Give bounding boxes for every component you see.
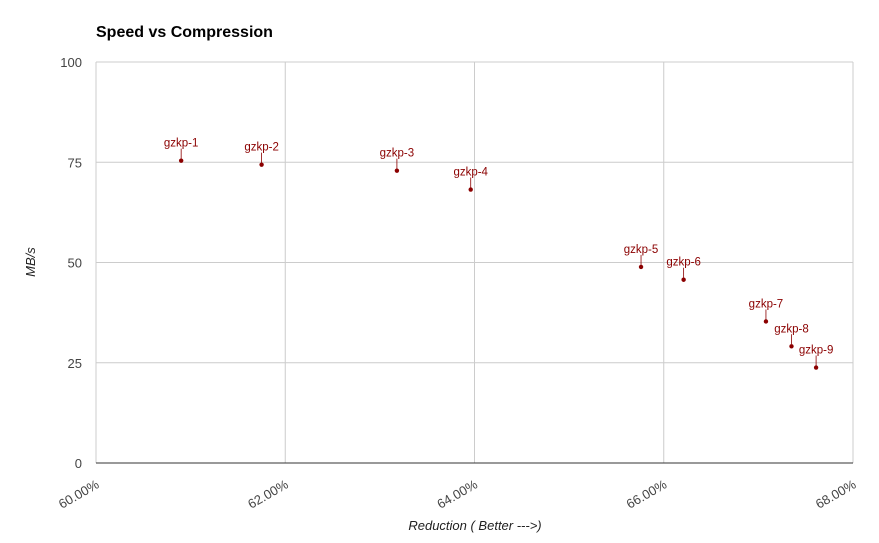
grid — [95, 61, 854, 463]
x-tick-label: 60.00% — [56, 476, 102, 511]
point-label: gzkp-5 — [624, 244, 659, 256]
point-label: gzkp-8 — [774, 323, 809, 335]
data-point — [178, 158, 184, 163]
y-tick-label: 25 — [68, 356, 82, 371]
point-label: gzkp-1 — [164, 138, 199, 150]
data-point — [763, 319, 769, 324]
y-tick-label: 50 — [68, 256, 82, 271]
data-point — [813, 365, 819, 370]
point-label: gzkp-3 — [380, 148, 415, 160]
data-point — [681, 277, 686, 282]
chart-title: Speed vs Compression — [96, 24, 273, 41]
x-axis-label: Reduction ( Better --->) — [408, 518, 541, 533]
point-label: gzkp-9 — [799, 345, 834, 357]
data-point — [468, 187, 473, 192]
y-tick-label: 0 — [75, 456, 82, 471]
x-tick-label: 68.00% — [813, 476, 859, 511]
data-point — [789, 344, 794, 349]
point-label: gzkp-4 — [453, 167, 488, 179]
point-label: gzkp-6 — [666, 257, 701, 269]
x-tick-label: 66.00% — [624, 476, 670, 511]
x-tick-label: 62.00% — [245, 476, 291, 511]
point-label: gzkp-7 — [749, 298, 784, 310]
data-point — [394, 168, 400, 173]
x-tick-label: 64.00% — [434, 476, 480, 511]
y-tick-label: 100 — [60, 55, 82, 70]
y-axis-label: MB/s — [23, 247, 38, 277]
tick-labels: 0 25 50 75 100 60.00% 62.00% 64.00% 66.00% 68.00% — [56, 55, 859, 512]
data-points: gzkp-1 gzkp-2 gzkp-3 gzkp-4 gzkp-5 gzkp-6 gzkp… — [164, 138, 833, 370]
y-tick-label: 75 — [68, 155, 82, 170]
data-point — [259, 162, 264, 167]
point-label: gzkp-2 — [244, 142, 279, 154]
data-point — [638, 264, 644, 270]
